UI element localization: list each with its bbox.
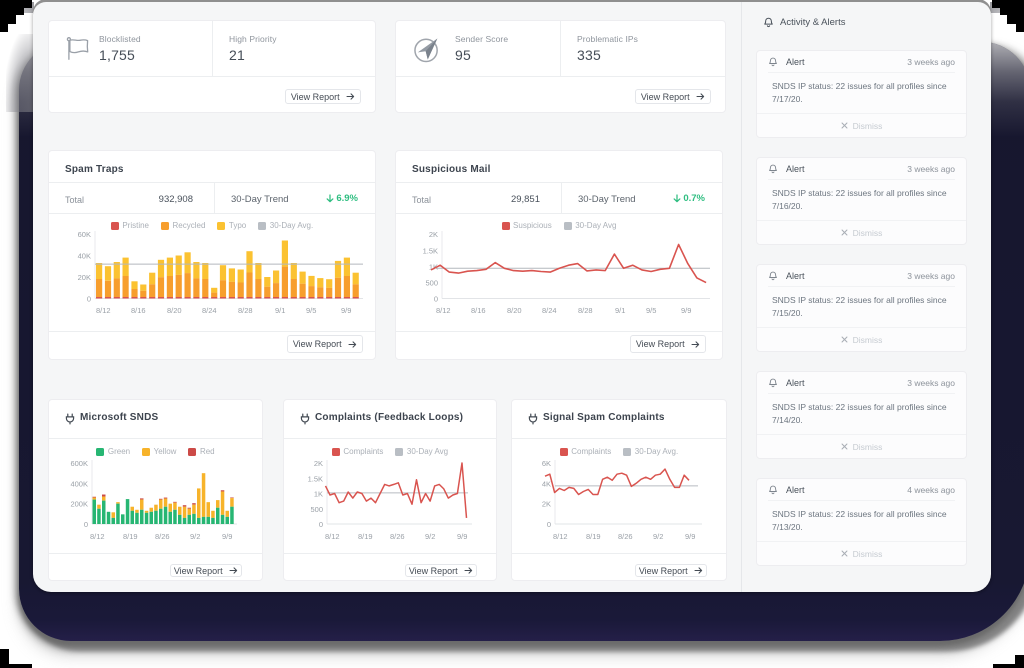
svg-text:600K: 600K (70, 459, 88, 468)
svg-text:8/12: 8/12 (96, 306, 111, 315)
svg-text:2K: 2K (314, 459, 323, 468)
svg-text:9/9: 9/9 (681, 306, 691, 315)
svg-text:8/19: 8/19 (123, 532, 138, 541)
svg-text:0: 0 (547, 520, 551, 529)
svg-text:1.5K: 1.5K (423, 247, 438, 256)
svg-text:8/12: 8/12 (436, 306, 451, 315)
svg-text:8/26: 8/26 (390, 532, 405, 541)
svg-text:8/26: 8/26 (155, 532, 170, 541)
svg-text:9/2: 9/2 (425, 532, 435, 541)
svg-text:9/1: 9/1 (275, 306, 285, 315)
svg-text:20K: 20K (78, 273, 91, 282)
svg-text:200K: 200K (70, 500, 88, 509)
svg-text:0: 0 (84, 520, 88, 529)
svg-text:9/5: 9/5 (646, 306, 656, 315)
svg-text:8/16: 8/16 (131, 306, 146, 315)
svg-text:8/24: 8/24 (202, 306, 217, 315)
svg-text:4K: 4K (542, 479, 551, 488)
svg-text:9/9: 9/9 (341, 306, 351, 315)
svg-text:9/5: 9/5 (306, 306, 316, 315)
svg-text:60K: 60K (78, 230, 91, 239)
svg-text:8/20: 8/20 (507, 306, 522, 315)
svg-text:400K: 400K (70, 479, 88, 488)
svg-text:0: 0 (434, 295, 438, 304)
svg-text:8/12: 8/12 (90, 532, 105, 541)
svg-text:9/1: 9/1 (615, 306, 625, 315)
svg-text:6K: 6K (542, 459, 551, 468)
svg-text:8/20: 8/20 (167, 306, 182, 315)
svg-text:9/9: 9/9 (222, 532, 232, 541)
svg-text:500: 500 (425, 279, 438, 288)
svg-text:8/24: 8/24 (542, 306, 557, 315)
svg-text:0: 0 (87, 295, 91, 304)
svg-text:8/16: 8/16 (471, 306, 486, 315)
svg-text:8/28: 8/28 (578, 306, 593, 315)
svg-text:40K: 40K (78, 252, 91, 261)
svg-text:1.5K: 1.5K (308, 474, 323, 483)
svg-text:0: 0 (319, 520, 323, 529)
svg-text:500: 500 (310, 505, 323, 514)
svg-text:9/2: 9/2 (653, 532, 663, 541)
svg-text:1K: 1K (314, 490, 323, 499)
svg-text:8/12: 8/12 (553, 532, 568, 541)
svg-text:2K: 2K (542, 500, 551, 509)
svg-text:8/26: 8/26 (618, 532, 633, 541)
svg-text:9/2: 9/2 (190, 532, 200, 541)
svg-text:9/9: 9/9 (457, 532, 467, 541)
svg-text:8/19: 8/19 (586, 532, 601, 541)
svg-text:1K: 1K (429, 263, 438, 272)
svg-text:8/19: 8/19 (358, 532, 373, 541)
svg-text:9/9: 9/9 (685, 532, 695, 541)
svg-text:8/12: 8/12 (325, 532, 340, 541)
svg-text:8/28: 8/28 (238, 306, 253, 315)
svg-text:2K: 2K (429, 230, 438, 239)
